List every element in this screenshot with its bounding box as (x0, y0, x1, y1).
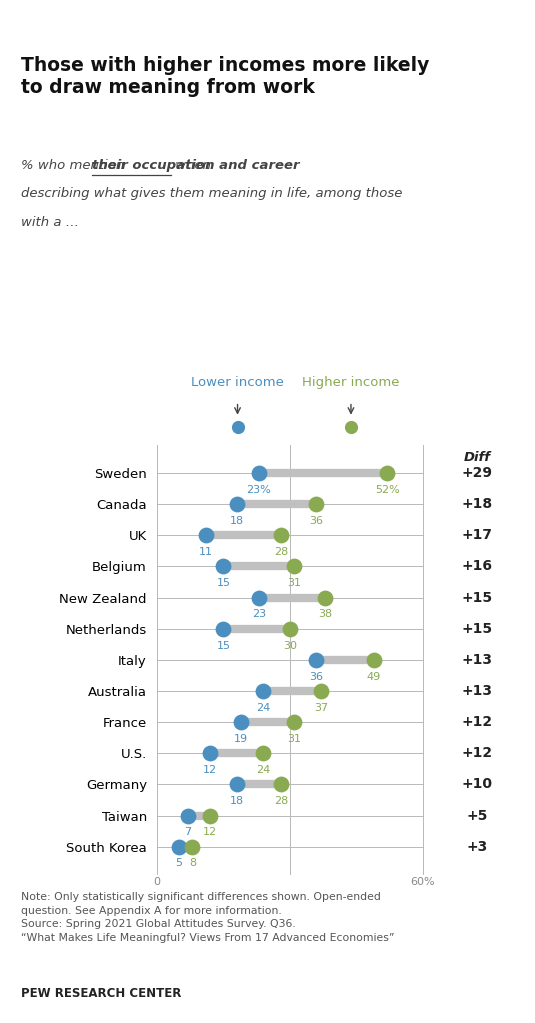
Point (259, 745, 268, 761)
Text: +16: +16 (462, 560, 493, 574)
Point (255, 464, 263, 481)
Point (286, 621, 294, 637)
Point (219, 621, 227, 637)
Text: PEW RESEARCH CENTER: PEW RESEARCH CENTER (21, 987, 182, 1000)
Point (175, 839, 184, 855)
Text: 15: 15 (216, 578, 231, 588)
Text: 15: 15 (216, 640, 231, 651)
Point (290, 714, 299, 730)
Text: 18: 18 (230, 516, 244, 526)
Text: when: when (171, 159, 211, 172)
Text: 28: 28 (274, 796, 288, 806)
Text: +18: +18 (462, 497, 493, 512)
Point (312, 496, 320, 513)
Text: 7: 7 (185, 828, 192, 838)
Text: Lower income: Lower income (191, 375, 284, 389)
Text: 28: 28 (274, 547, 288, 558)
Point (255, 589, 263, 606)
Point (206, 807, 215, 824)
Text: with a …: with a … (21, 216, 79, 229)
Text: 24: 24 (256, 703, 270, 713)
Text: 31: 31 (287, 578, 301, 588)
Text: 31: 31 (287, 733, 301, 744)
Text: +12: +12 (462, 715, 493, 729)
Point (321, 589, 330, 606)
Text: +17: +17 (462, 528, 493, 542)
Point (383, 464, 392, 481)
Point (317, 682, 325, 699)
Text: +15: +15 (462, 622, 493, 635)
Text: 12: 12 (203, 765, 217, 775)
Text: +13: +13 (462, 684, 493, 698)
Text: 19: 19 (234, 733, 248, 744)
Point (277, 527, 285, 543)
Point (219, 559, 227, 575)
Text: 36: 36 (309, 516, 323, 526)
Point (277, 776, 285, 793)
Text: their occupation and career: their occupation and career (92, 159, 300, 172)
Text: 52%: 52% (375, 485, 400, 495)
Text: 23%: 23% (247, 485, 271, 495)
Text: 36: 36 (309, 672, 323, 681)
Text: 37: 37 (314, 703, 328, 713)
Text: 8: 8 (189, 858, 196, 869)
Text: +13: +13 (462, 653, 493, 667)
Text: Those with higher incomes more likely
to draw meaning from work: Those with higher incomes more likely to… (21, 56, 430, 96)
Point (370, 652, 378, 668)
Text: 5: 5 (175, 858, 182, 869)
Text: +29: +29 (462, 466, 493, 480)
Point (232, 776, 241, 793)
Text: Higher income: Higher income (302, 375, 400, 389)
Text: 23: 23 (252, 610, 266, 619)
Text: 38: 38 (318, 610, 332, 619)
Point (312, 652, 320, 668)
Text: +15: +15 (462, 590, 493, 605)
Text: 11: 11 (198, 547, 212, 558)
Point (259, 682, 268, 699)
Text: +5: +5 (467, 808, 488, 822)
Text: % who mention: % who mention (21, 159, 129, 172)
Text: 24: 24 (256, 765, 270, 775)
Point (188, 839, 197, 855)
Text: 12: 12 (203, 828, 217, 838)
Text: +10: +10 (462, 777, 493, 792)
Point (347, 419, 355, 436)
Point (233, 419, 242, 436)
Text: describing what gives them meaning in life, among those: describing what gives them meaning in li… (21, 187, 403, 201)
Point (237, 714, 246, 730)
Point (232, 496, 241, 513)
Text: 30: 30 (283, 640, 297, 651)
Text: 49: 49 (367, 672, 381, 681)
Text: Note: Only statistically significant differences shown. Open-ended
question. See: Note: Only statistically significant dif… (21, 892, 395, 943)
Point (184, 807, 192, 824)
Point (206, 745, 215, 761)
Point (201, 527, 210, 543)
Text: 18: 18 (230, 796, 244, 806)
Text: +3: +3 (467, 840, 488, 853)
Text: +12: +12 (462, 746, 493, 760)
Text: Diff: Diff (464, 451, 491, 464)
Point (290, 559, 299, 575)
